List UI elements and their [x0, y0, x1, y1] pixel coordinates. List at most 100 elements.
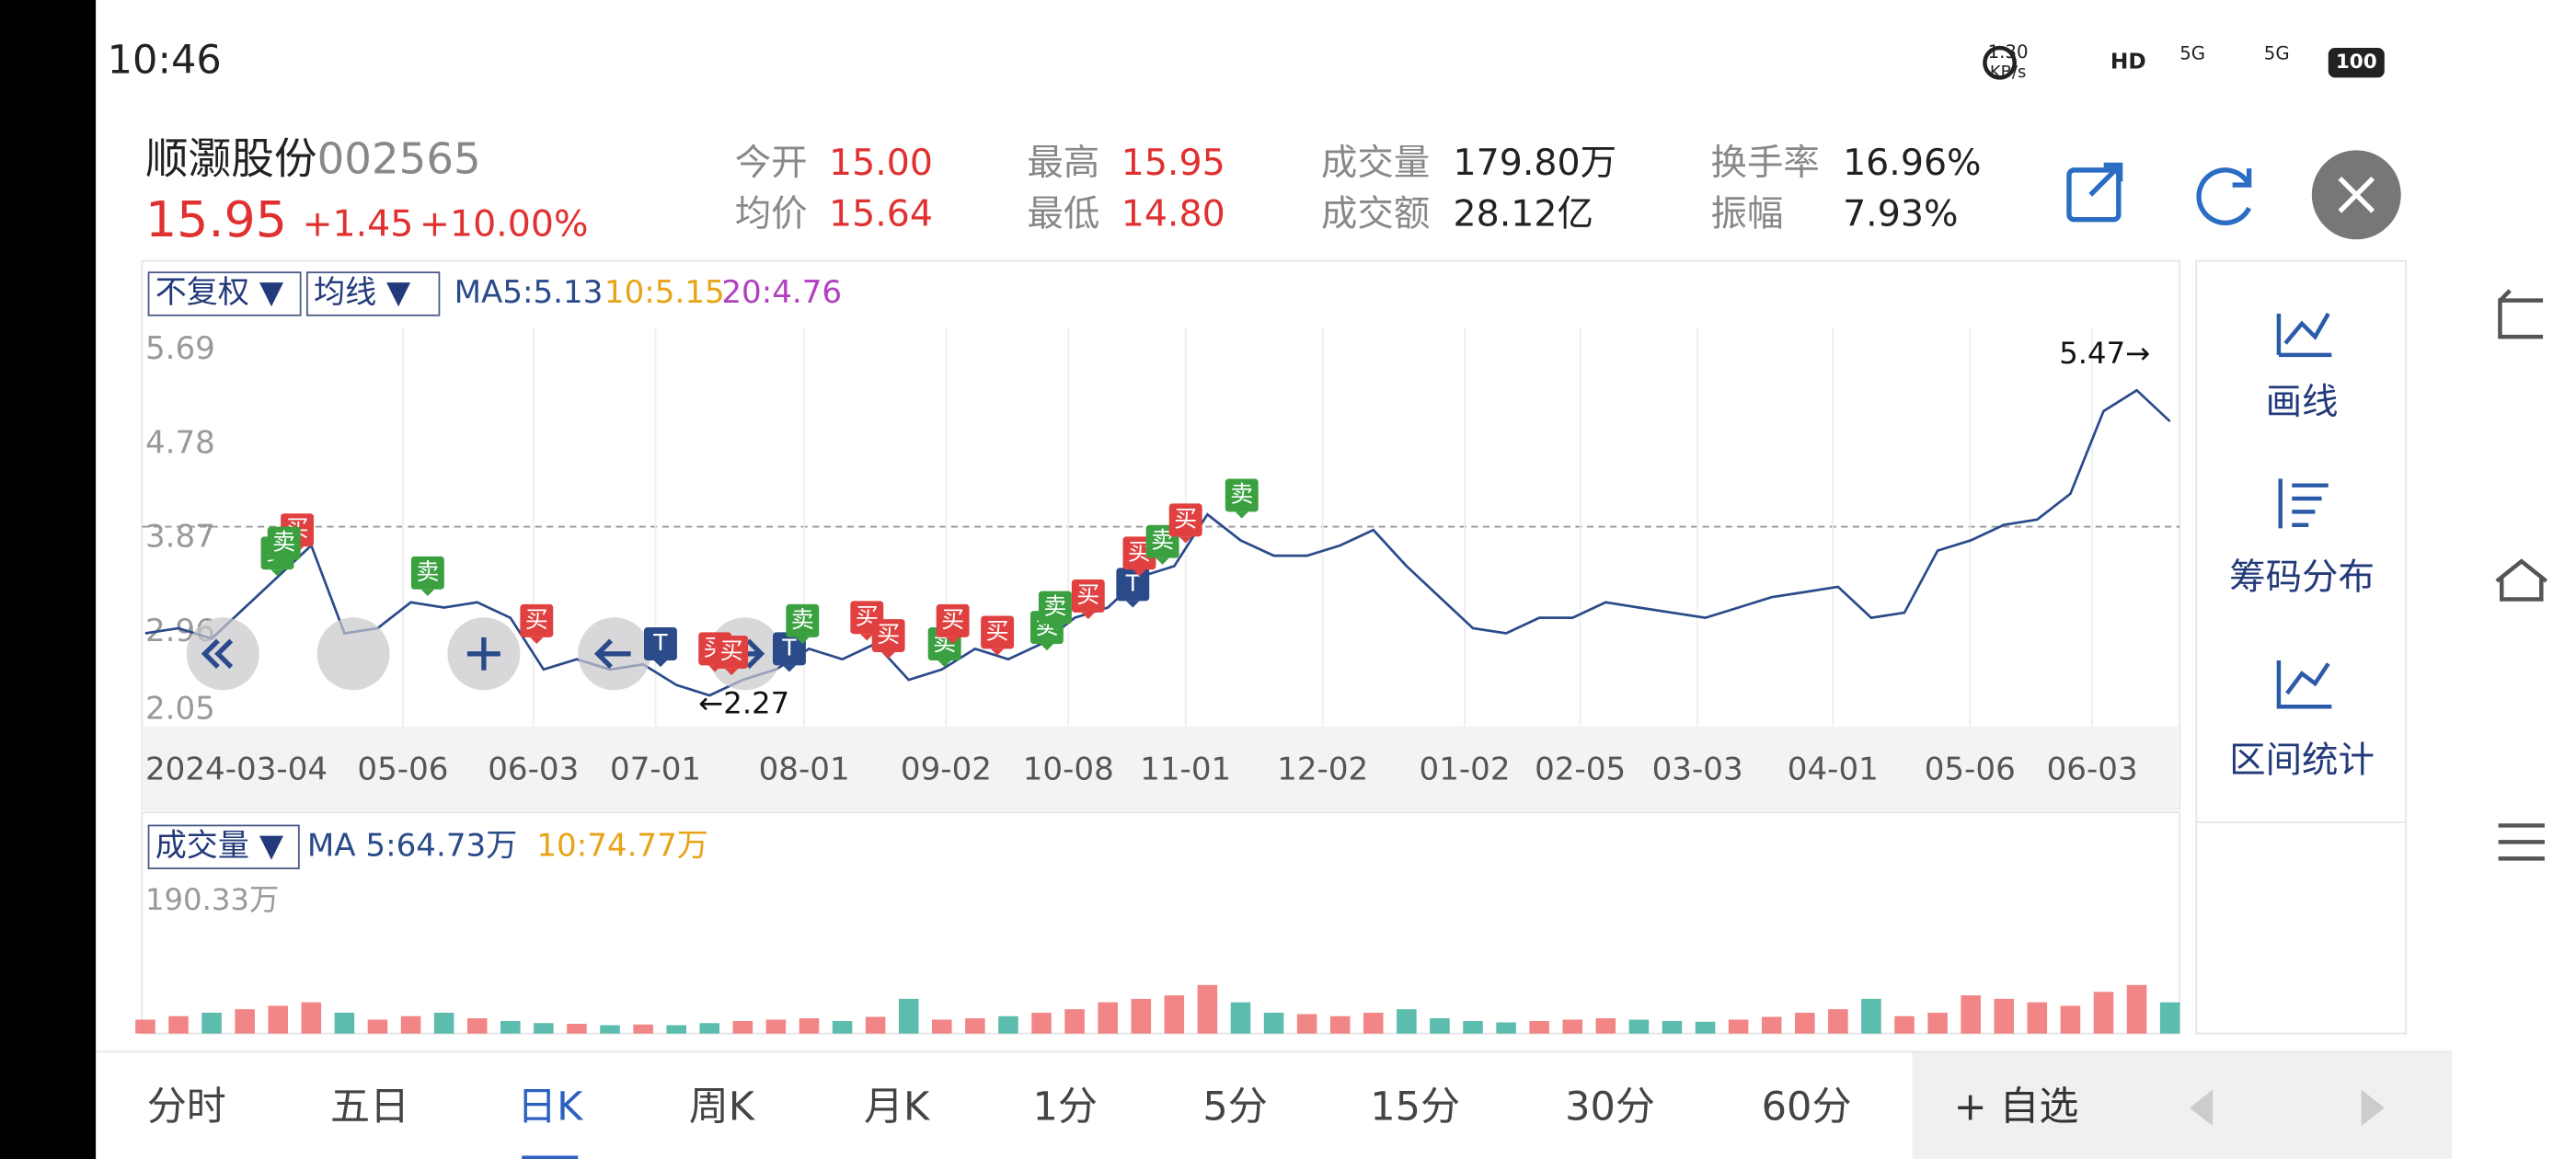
volume-bar — [400, 1016, 421, 1034]
chart-nav-button[interactable] — [186, 617, 259, 691]
volume-bar — [367, 1019, 388, 1034]
battery — [2328, 48, 2385, 78]
chart-nav-button[interactable] — [316, 617, 390, 691]
tab[interactable]: 月K — [864, 1084, 931, 1130]
stat-value: 179.80万 — [1453, 142, 1616, 184]
y-tick-label: 2.05 — [145, 690, 215, 727]
volume-bar — [965, 1017, 985, 1034]
share-icon[interactable] — [2066, 162, 2123, 223]
volume-bar — [201, 1012, 222, 1034]
tab[interactable]: 5分 — [1202, 1084, 1267, 1130]
stat-value: 15.64 — [829, 193, 933, 235]
y-tick-label: 4.78 — [145, 424, 215, 461]
marker-pointer — [1081, 612, 1095, 620]
volume-bar — [268, 1005, 289, 1034]
volume-bar — [1064, 1009, 1085, 1034]
stock-code: 002565 — [317, 134, 481, 184]
marker-pointer — [1040, 644, 1054, 651]
refresh-icon[interactable] — [2196, 167, 2252, 225]
volume-max-label: 190.33万 — [145, 882, 279, 917]
trade-marker — [1116, 568, 1150, 602]
volume-bar — [1529, 1021, 1549, 1034]
trade-marker — [936, 603, 970, 637]
volume-bar — [699, 1023, 720, 1034]
x-tick-label: 05-06 — [1925, 752, 2016, 788]
volume-bar — [1098, 1002, 1118, 1034]
volume-bar — [2060, 1005, 2081, 1034]
volume-bar — [2159, 1002, 2180, 1034]
volume-select-box — [147, 824, 300, 870]
change-pct: +10.00% — [420, 202, 589, 245]
close-icon — [2338, 176, 2375, 213]
side-tool: 筹码分布 — [2229, 557, 2375, 599]
marker-label: 买 — [1076, 581, 1099, 608]
tab[interactable]: 分时 — [147, 1084, 226, 1130]
tab[interactable]: 日K — [517, 1084, 584, 1130]
marker-pointer — [881, 651, 895, 660]
chip-icon[interactable] — [2278, 478, 2329, 529]
volume-bar — [1397, 1009, 1417, 1034]
x-tick-label: 06-03 — [2047, 752, 2138, 788]
tab[interactable]: 15分 — [1370, 1084, 1460, 1130]
x-axis-band — [144, 726, 2179, 808]
volume-bar — [1994, 998, 2015, 1034]
indicator-box — [305, 271, 441, 316]
volume-bar — [1728, 1019, 1749, 1034]
volume-bar — [235, 1009, 255, 1034]
next-arrow[interactable] — [2361, 1089, 2385, 1127]
marker-pointer — [1156, 557, 1169, 565]
volume-select: 成交量 ▼ — [155, 827, 284, 864]
volume-bar — [567, 1024, 587, 1034]
tab[interactable]: 60分 — [1762, 1084, 1852, 1130]
stats-icon[interactable] — [2276, 660, 2332, 709]
stat-label: 最高 — [1027, 142, 1099, 184]
volume-bar — [301, 1002, 322, 1034]
nav-back[interactable] — [2498, 289, 2544, 339]
volume-bar — [898, 998, 919, 1034]
volume-bar — [1363, 1012, 1384, 1034]
x-tick-label: 10-08 — [1023, 752, 1114, 788]
trade-marker — [773, 632, 806, 666]
volume-bar — [1562, 1019, 1583, 1034]
volume-bar — [1761, 1016, 1782, 1034]
volume-bar — [1031, 1012, 1052, 1034]
alarm-icon — [1983, 45, 2017, 80]
nav-menu[interactable] — [2498, 823, 2545, 861]
volume-bar — [832, 1021, 853, 1034]
volume-bar — [168, 1016, 189, 1034]
marker-pointer — [1133, 569, 1146, 577]
volume-bar — [135, 1019, 155, 1034]
tab[interactable]: 1分 — [1032, 1084, 1097, 1130]
x-tick-label: 04-01 — [1788, 752, 1879, 788]
volume-bar — [1164, 995, 1185, 1034]
volume-bar — [998, 1016, 1018, 1034]
x-tick-label: 11-01 — [1140, 752, 1231, 788]
time: 10:46 — [108, 38, 222, 84]
marker-label: 买 — [986, 617, 1009, 644]
volume-bar — [799, 1017, 820, 1034]
add-watch[interactable]: + 自选 — [1954, 1084, 2079, 1130]
volume-bar — [1595, 1017, 1616, 1034]
trade-marker — [981, 615, 1015, 649]
prev-arrow[interactable] — [2190, 1089, 2214, 1127]
volume-bar — [1828, 1009, 1848, 1034]
marker-pointer — [937, 660, 951, 668]
marker-pointer — [782, 665, 797, 672]
volume-bar — [2126, 984, 2147, 1034]
marker-label: T — [781, 634, 797, 660]
x-tick-label: 05-06 — [357, 752, 448, 788]
nav-home[interactable] — [2495, 558, 2548, 602]
tab[interactable]: 周K — [689, 1084, 756, 1130]
stat-label: 振幅 — [1710, 193, 1783, 235]
marker-label: 卖 — [791, 606, 814, 633]
draw-icon[interactable] — [2276, 312, 2332, 358]
volume-bar — [466, 1017, 488, 1034]
volume-bar — [1430, 1017, 1450, 1034]
stat-label: 均价 — [735, 193, 808, 235]
marker-label: 卖 — [1230, 480, 1253, 507]
volume-bar — [433, 1012, 454, 1034]
ma-label: MA5:5.13 — [454, 274, 604, 311]
tab[interactable]: 30分 — [1565, 1084, 1655, 1130]
tab[interactable]: 五日 — [330, 1084, 409, 1130]
